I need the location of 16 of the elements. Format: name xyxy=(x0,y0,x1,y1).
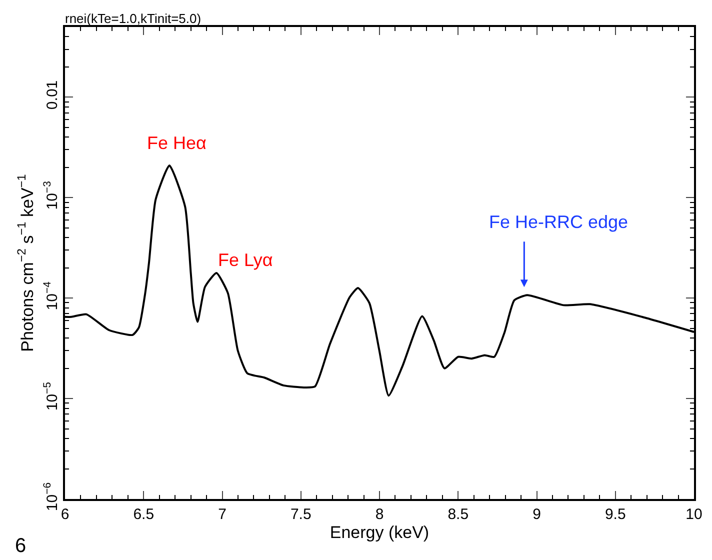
x-tick-label: 8 xyxy=(375,506,384,523)
x-tick-label: 7.5 xyxy=(290,506,312,523)
y-tick-label: 0.01 xyxy=(44,80,61,110)
chart-title: rnei(kTe=1.0,kTinit=5.0) xyxy=(65,11,202,26)
x-tick-label: 8.5 xyxy=(448,506,469,523)
x-tick-label: 9.5 xyxy=(604,506,626,523)
annotation: Fe Lyα xyxy=(218,250,273,270)
x-tick-label: 10 xyxy=(686,506,702,523)
x-tick-label: 7 xyxy=(218,506,226,523)
text: 6 xyxy=(15,535,26,557)
x-tick-label: 6.5 xyxy=(133,506,154,523)
x-tick-label: 6 xyxy=(60,506,70,523)
annotation: Fe He-RRC edge xyxy=(489,212,628,232)
x-axis-title: Energy (keV) xyxy=(330,523,430,542)
annotation: Fe Heα xyxy=(147,133,206,153)
x-tick-label: 9 xyxy=(532,506,541,523)
